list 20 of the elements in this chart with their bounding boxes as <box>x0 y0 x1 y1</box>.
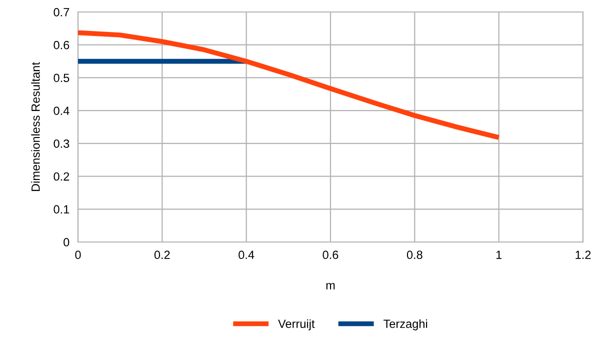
y-tick-label: 0.6 <box>54 40 70 50</box>
y-tick-label: 0.2 <box>54 172 70 181</box>
y-axis-title: Dimensionless Resultant <box>31 62 40 191</box>
line-series <box>78 30 502 140</box>
x-axis-title: m <box>326 282 335 290</box>
legend-label: Verruijt <box>278 319 315 330</box>
legend-label: Terzaghi <box>383 319 428 330</box>
x-tick-label: 0.8 <box>406 250 422 260</box>
y-tick-label: 0.3 <box>54 139 70 148</box>
y-tick-label: 0.5 <box>54 74 70 82</box>
x-tick-label: 1.2 <box>576 250 591 259</box>
y-tick-label: 0.7 <box>54 8 70 16</box>
y-tick-label: 0 <box>64 238 70 246</box>
x-tick-label: 1 <box>496 250 502 259</box>
y-tick-label: 0.4 <box>54 106 70 115</box>
x-tick-label: 0.6 <box>322 250 338 260</box>
x-tick-label: 0.2 <box>154 250 170 260</box>
y-tick-label: 0.1 <box>54 205 70 214</box>
x-tick-label: 0.4 <box>238 250 254 260</box>
x-tick-label: 0 <box>75 250 81 260</box>
